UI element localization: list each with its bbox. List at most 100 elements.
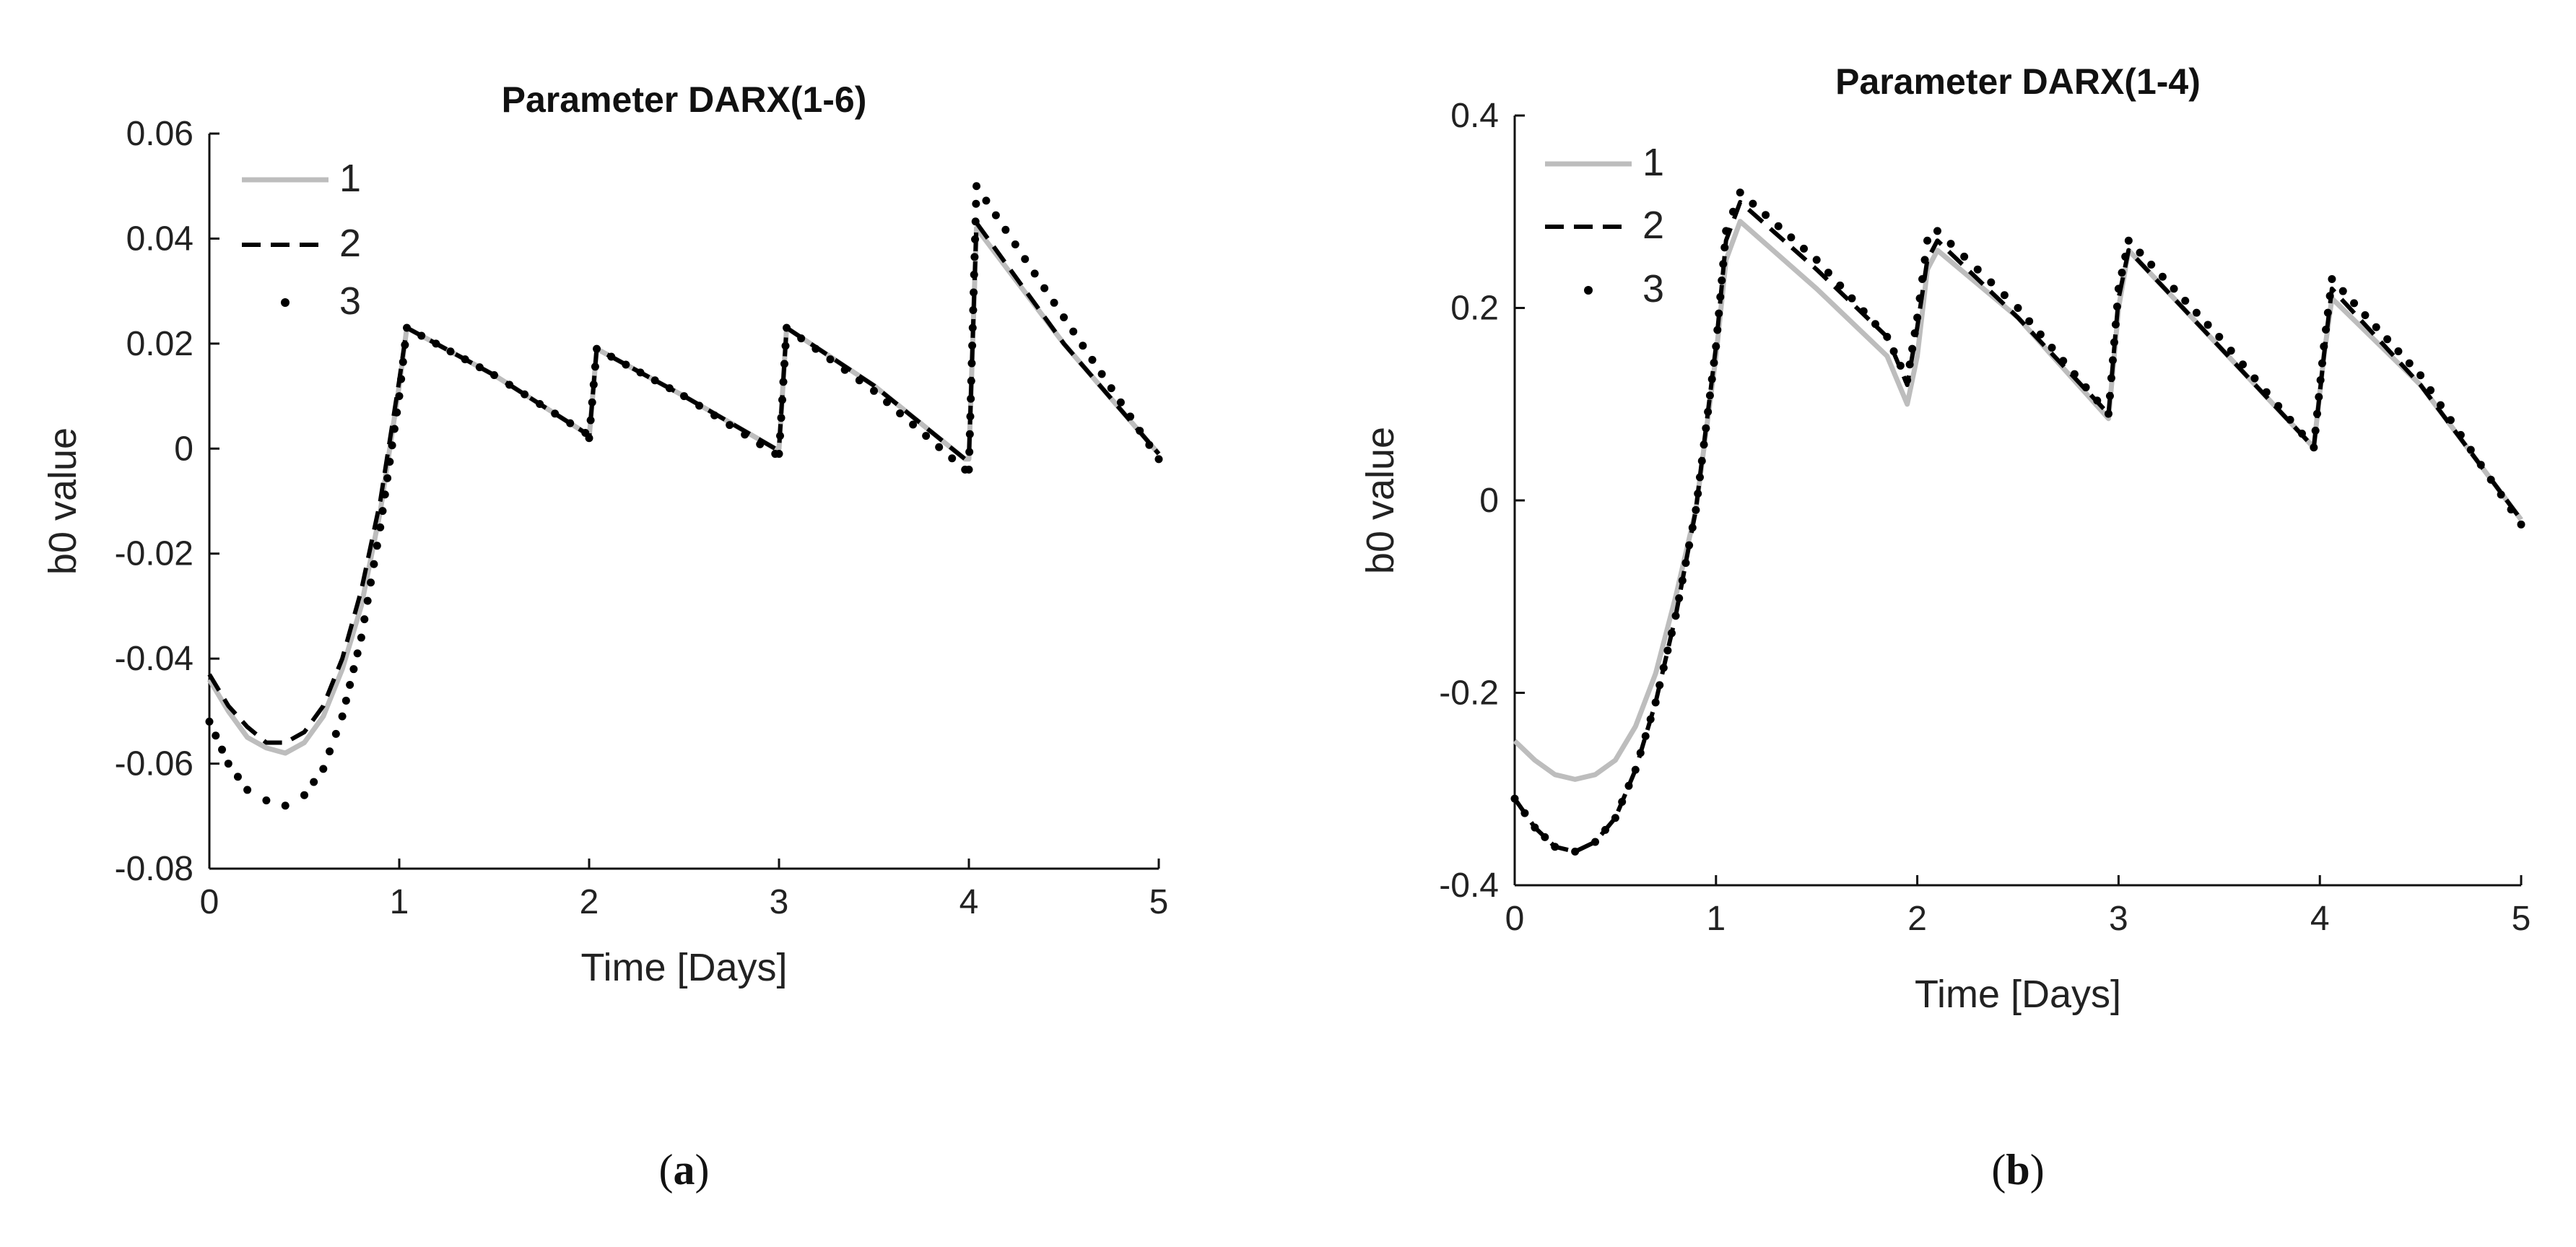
data-point [1800,244,1809,253]
legend-label: 2 [339,222,361,265]
data-point [370,560,378,568]
data-point [781,342,790,350]
data-point [2000,291,2009,300]
data-point [991,211,1000,220]
series-3 [205,182,1163,810]
data-point [1787,233,1796,242]
data-point [1001,225,1010,234]
data-point [2383,335,2392,344]
data-point [1910,329,1919,337]
data-point [1097,370,1106,378]
data-point [965,430,974,438]
data-point [586,416,595,425]
data-point [360,615,369,624]
data-point [2070,370,2079,378]
data-point [1671,612,1680,620]
data-point [2436,401,2445,409]
data-point [551,409,560,418]
data-point [1681,559,1690,568]
data-point [1710,358,1718,367]
data-point [1667,629,1676,638]
data-point [1694,490,1702,498]
y-axis-label: b0 value [41,427,84,575]
data-point [970,253,979,261]
data-point [967,394,975,403]
data-point [2350,299,2359,308]
data-point [475,363,484,372]
data-point [1702,424,1710,433]
data-point [1145,440,1154,449]
data-point [1719,260,1728,269]
data-point [826,355,835,364]
y-tick-label: 0.02 [126,325,193,363]
data-point [2048,343,2056,352]
x-tick-label: 0 [1505,900,1525,938]
data-point [331,729,340,738]
series-3 [1510,188,2525,856]
data-point [2110,338,2118,347]
data-point [363,596,372,605]
data-point [233,773,242,781]
data-point [395,392,404,401]
y-tick-label: -0.04 [115,640,193,678]
data-point [783,323,791,332]
data-point [1510,794,1519,803]
data-point [2147,261,2156,269]
data-point [2250,374,2259,383]
data-point [2311,426,2320,435]
data-point [2036,330,2045,339]
data-point [1541,833,1549,841]
data-point [243,786,252,794]
data-point [1531,823,1539,832]
data-point [811,344,820,353]
data-point [965,465,973,474]
data-point [2466,446,2475,454]
data-point [2312,409,2321,418]
data-point [1918,275,1927,284]
data-point [2105,391,2114,400]
data-point [380,490,389,499]
data-point [922,432,931,440]
data-point [281,801,290,810]
data-point [591,362,599,371]
data-point [393,408,401,417]
data-point [353,649,362,658]
data-point [2215,332,2224,341]
data-point [968,323,977,332]
data-point [2507,505,2515,514]
data-point [593,344,601,353]
y-tick-label: 0 [174,430,193,468]
data-point [2104,409,2112,418]
data-point [1659,664,1668,672]
data-point [1712,342,1720,351]
data-point [2456,430,2465,439]
data-point [695,401,704,410]
y-tick-label: -0.08 [115,850,193,888]
data-point [967,359,976,368]
data-point [1859,307,1868,316]
data-point [1571,847,1580,856]
data-point [2239,360,2248,369]
data-point [1011,240,1019,249]
chart-title: Parameter DARX(1-6) [502,79,867,120]
data-point [1973,265,1982,274]
data-point [1720,243,1729,252]
data-point [2093,396,2102,405]
x-tick-label: 0 [200,883,219,921]
data-point [490,370,498,379]
data-point [588,398,596,407]
data-point [2316,375,2325,384]
panel-caption: (b) [1991,1146,2044,1194]
data-point [1812,256,1821,264]
legend-label: 2 [1642,204,1664,247]
data-point [710,411,719,420]
legend-label: 3 [1642,267,1664,310]
caption-letter: b [2006,1146,2029,1194]
x-tick-label: 1 [1706,900,1726,938]
data-point [2328,275,2336,284]
data-point [1836,281,1845,290]
data-point [417,331,426,340]
data-point [341,696,350,705]
legend-label: 1 [1642,141,1664,184]
